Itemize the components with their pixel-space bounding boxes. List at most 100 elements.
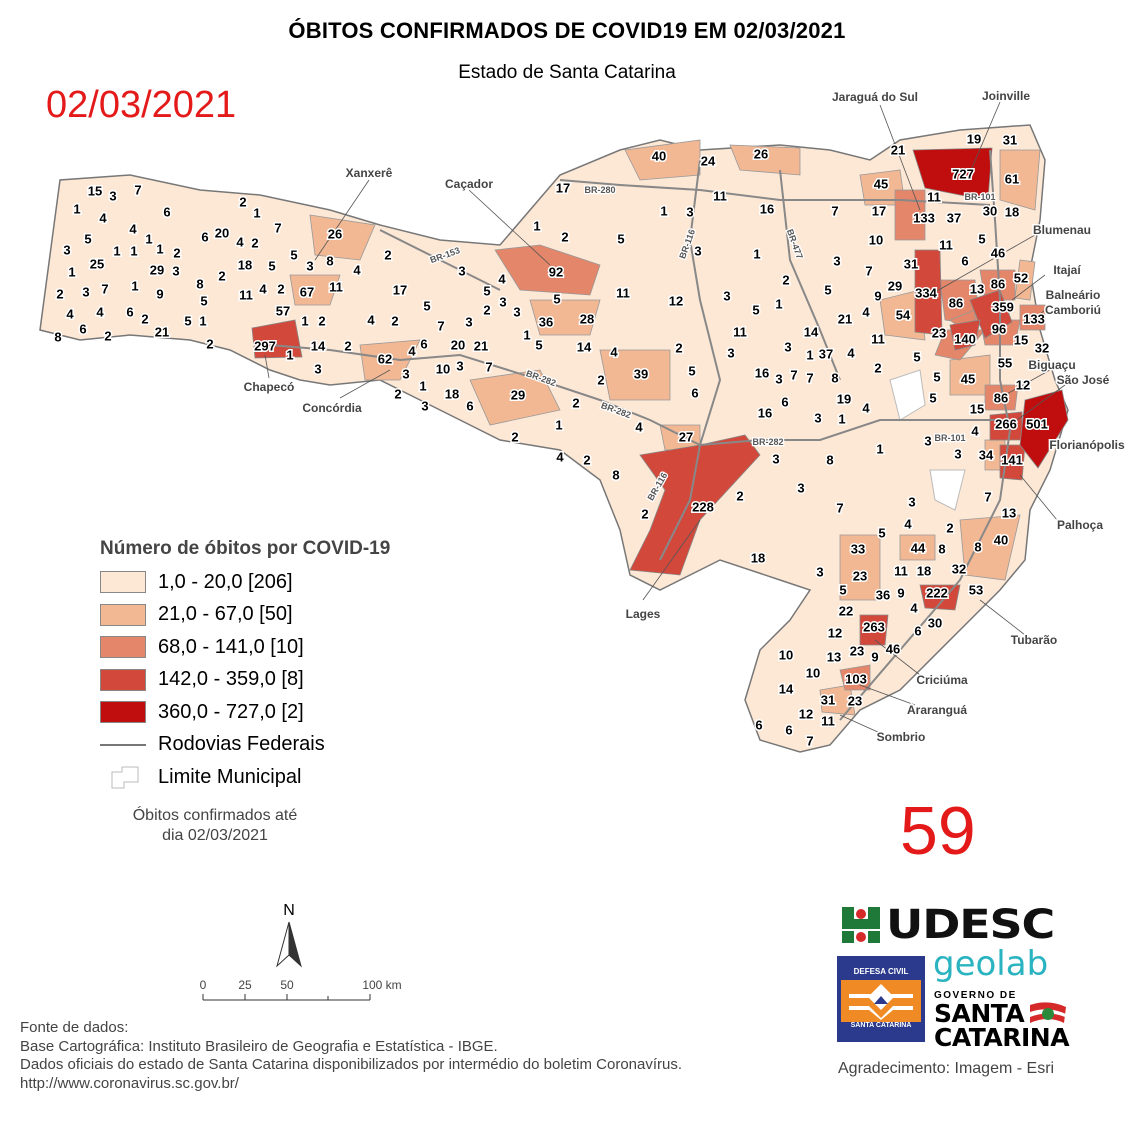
municipality-death-count: 7	[831, 203, 838, 218]
municipality-death-count: 6	[126, 304, 133, 319]
municipality-death-count: 7	[806, 370, 813, 385]
municipality-death-count: 727	[952, 166, 974, 181]
municipality-death-count: 9	[874, 288, 881, 303]
municipality-death-count: 31	[821, 692, 835, 707]
municipality-death-count: 37	[947, 210, 961, 225]
municipality-death-count: 36	[876, 587, 890, 602]
municipality-death-count: 11	[713, 188, 727, 203]
municipality-death-count: 13	[827, 649, 841, 664]
municipality-death-count: 18	[1005, 204, 1019, 219]
municipality-death-count: 1	[660, 203, 667, 218]
road-label: BR-101	[964, 192, 995, 202]
municipality-death-count: 1	[130, 243, 137, 258]
municipality-death-count: 5	[483, 283, 490, 298]
municipality-death-count: 4	[904, 516, 912, 531]
municipality-death-count: 3	[775, 371, 782, 386]
legend-item-roads: Rodovias Federais	[100, 729, 390, 762]
municipality-death-count: 2	[239, 194, 246, 209]
municipality-death-count: 11	[894, 563, 908, 578]
source-link[interactable]: http://www.coronavirus.sc.gov.br/	[20, 1074, 239, 1092]
legend-note: Óbitos confirmados até dia 02/03/2021	[100, 806, 330, 846]
municipality-death-count: 1	[156, 241, 163, 256]
gov-line: CATARINA	[934, 1023, 1070, 1052]
municipality-death-count: 86	[991, 276, 1005, 291]
municipality-death-count: 6	[785, 722, 792, 737]
municipality-death-count: 32	[952, 561, 966, 576]
municipality-death-count: 4	[236, 234, 244, 249]
municipality-death-count: 103	[845, 671, 867, 686]
municipality-death-count: 4	[635, 419, 643, 434]
municipality-death-count: 15	[88, 183, 102, 198]
municipality-death-count: 4	[910, 600, 918, 615]
municipality-death-count: 19	[967, 131, 981, 146]
municipality-death-count: 4	[99, 210, 107, 225]
municipality-death-count: 5	[688, 363, 695, 378]
municipality-death-count: 32	[1035, 340, 1049, 355]
municipality-death-count: 4	[498, 271, 506, 286]
municipality-death-count: 8	[826, 452, 833, 467]
municipality-death-count: 3	[172, 263, 179, 278]
place-name-label: Camboriú	[1045, 303, 1101, 317]
municipality-death-count: 11	[821, 713, 835, 728]
municipality-death-count: 7	[274, 220, 281, 235]
municipality-death-count: 36	[539, 314, 553, 329]
legend: Número de óbitos por COVID-19 1,0 - 20,0…	[100, 538, 390, 794]
municipality-death-count: 5	[933, 369, 940, 384]
municipality-death-count: 266	[995, 416, 1017, 431]
municipality-death-count: 141	[1001, 452, 1023, 467]
municipality-death-count: 3	[694, 243, 701, 258]
municipality-death-count: 92	[549, 264, 563, 279]
municipality-death-count: 6	[163, 204, 170, 219]
municipality-death-count: 10	[869, 232, 883, 247]
municipality-death-count: 140	[954, 331, 976, 346]
municipality-death-count: 5	[839, 582, 846, 597]
municipality-death-count: 5	[553, 291, 560, 306]
municipality-death-count: 133	[913, 210, 935, 225]
legend-label: 68,0 - 141,0 [10]	[158, 635, 304, 658]
scale-bar: 0 25 50 100 km	[200, 978, 402, 1001]
municipality-death-count: 17	[872, 203, 886, 218]
federal-roads	[269, 149, 1012, 721]
place-name-label: Jaraguá do Sul	[832, 90, 918, 104]
municipality-death-count: 10	[436, 361, 450, 376]
municipality-death-count: 5	[268, 258, 275, 273]
sc-flag-icon	[1030, 1002, 1067, 1023]
municipality-death-count: 5	[184, 313, 191, 328]
place-name-label: Florianópolis	[1049, 438, 1125, 452]
municipality-death-count: 9	[871, 649, 878, 664]
municipality-death-count: 9	[897, 585, 904, 600]
municipality-death-count: 1	[523, 327, 530, 342]
municipality-death-count: 5	[535, 337, 542, 352]
municipality-death-count: 3	[814, 410, 821, 425]
municipality-death-count: 3	[421, 398, 428, 413]
municipality-death-count: 29	[150, 262, 164, 277]
place-name-label: Araranguá	[907, 703, 967, 717]
municipality-death-count: 3	[784, 339, 791, 354]
municipality-death-count: 2	[874, 360, 881, 375]
municipality-death-count: 2	[394, 386, 401, 401]
municipality-death-count: 6	[691, 385, 698, 400]
municipality-death-count: 2	[173, 245, 180, 260]
municipality-death-count: 3	[908, 494, 915, 509]
legend-label: Rodovias Federais	[158, 733, 325, 756]
municipality-death-count: 11	[927, 189, 941, 204]
municipality-death-count: 21	[474, 338, 488, 353]
legend-item: 142,0 - 359,0 [8]	[100, 664, 390, 697]
municipality-death-count: 46	[886, 641, 900, 656]
municipality-death-count: 45	[874, 176, 888, 191]
municipality-death-count: 3	[723, 288, 730, 303]
municipality-death-count: 4	[367, 312, 375, 327]
place-name-label: Blumenau	[1033, 223, 1091, 237]
municipality-death-count: 6	[79, 321, 86, 336]
municipality-death-count: 23	[932, 325, 946, 340]
municipality-death-count: 1	[199, 313, 206, 328]
municipality-death-count: 2	[104, 328, 111, 343]
municipality-death-count: 4	[408, 343, 416, 358]
municipality-death-count: 25	[90, 256, 104, 271]
place-name-label: Biguaçu	[1028, 358, 1075, 372]
note-line: dia 02/03/2021	[162, 827, 268, 844]
municipality-death-count: 12	[669, 293, 683, 308]
municipality-death-count: 1	[753, 246, 760, 261]
tier4-regions	[251, 249, 1026, 646]
source-line: Dados oficiais do estado de Santa Catari…	[20, 1056, 683, 1073]
